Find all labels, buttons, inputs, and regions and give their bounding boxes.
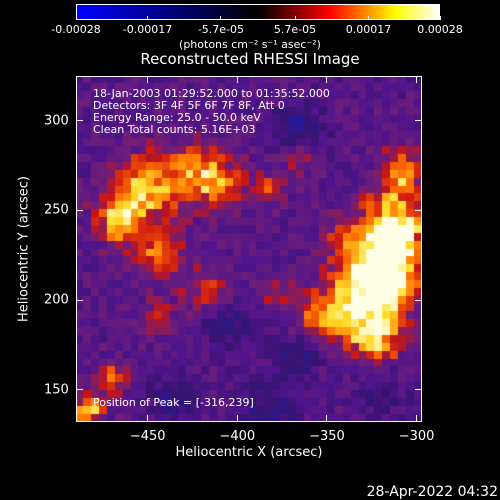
rhessi-image bbox=[76, 76, 422, 422]
x-tick-mark bbox=[236, 76, 238, 83]
colorbar-tick-label: -0.00028 bbox=[51, 23, 101, 36]
colorbar-tick bbox=[75, 16, 77, 20]
colorbar-tick bbox=[439, 16, 441, 20]
y-tick-label: 250 bbox=[44, 202, 69, 218]
annotation-time-range: 18-Jan-2003 01:29:52.000 to 01:35:52.000 bbox=[93, 87, 330, 100]
x-tick-mark bbox=[326, 415, 328, 422]
annotation-detectors: Detectors: 3F 4F 5F 6F 7F 8F, Att 0 bbox=[93, 99, 285, 112]
colorbar-tick-label: -0.00017 bbox=[122, 23, 173, 36]
y-tick-mark bbox=[76, 209, 83, 211]
x-tick-label: −450 bbox=[129, 429, 166, 444]
colorbar-tick bbox=[294, 16, 296, 20]
image-title: Reconstructed RHESSI Image bbox=[140, 50, 360, 68]
x-tick-mark bbox=[416, 415, 418, 422]
plot-timestamp: 28-Apr-2022 04:32 bbox=[366, 484, 498, 500]
x-tick-mark bbox=[147, 415, 149, 422]
x-tick-label: −400 bbox=[219, 429, 256, 444]
colorbar-tick-label: -5.7e-05 bbox=[197, 23, 245, 36]
y-tick-mark bbox=[415, 389, 422, 391]
annotation-total-counts: Clean Total counts: 5.16E+03 bbox=[93, 123, 256, 136]
annotation-energy-range: Energy Range: 25.0 - 50.0 keV bbox=[93, 111, 261, 124]
y-tick-mark bbox=[415, 120, 422, 122]
colorbar-tick bbox=[220, 16, 222, 20]
annotation-peak-position: Position of Peak = [-316,239] bbox=[93, 396, 254, 409]
colorbar-tick-label: 5.7e-05 bbox=[273, 23, 317, 36]
colorbar-tick bbox=[368, 16, 369, 20]
x-tick-mark bbox=[416, 76, 418, 83]
y-tick-label: 150 bbox=[44, 382, 69, 398]
y-tick-mark bbox=[415, 299, 422, 301]
colorbar-tick bbox=[147, 16, 148, 20]
x-tick-mark bbox=[147, 76, 149, 83]
y-tick-mark bbox=[415, 209, 422, 211]
colorbar-tick-label: 0.00017 bbox=[345, 23, 392, 36]
colorbar bbox=[76, 4, 440, 20]
x-axis-label: Heliocentric X (arcsec) bbox=[175, 445, 323, 460]
y-axis-label: Heliocentric Y (arcsec) bbox=[16, 176, 32, 322]
y-tick-mark bbox=[76, 299, 83, 301]
y-tick-mark bbox=[76, 389, 83, 391]
x-tick-label: −300 bbox=[398, 429, 435, 444]
x-tick-mark bbox=[326, 76, 328, 83]
colorbar-units-label: (photons cm⁻² s⁻¹ asec⁻²) bbox=[179, 38, 321, 51]
y-tick-label: 200 bbox=[44, 292, 69, 308]
y-tick-mark bbox=[76, 120, 83, 122]
x-tick-mark bbox=[236, 415, 238, 422]
x-tick-label: −350 bbox=[309, 429, 345, 444]
y-tick-label: 300 bbox=[44, 113, 69, 129]
colorbar-tick-label: 0.00028 bbox=[417, 23, 463, 36]
